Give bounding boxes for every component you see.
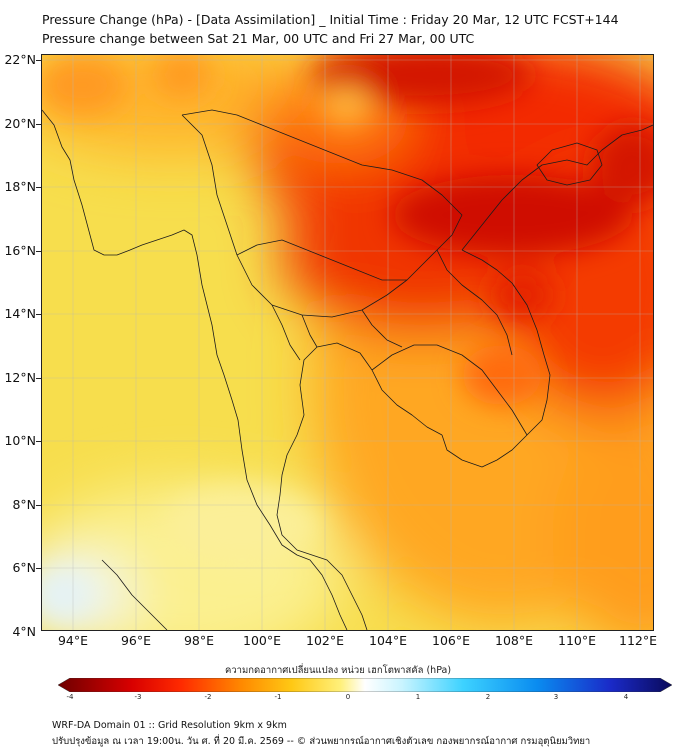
colorbar-tick: 3	[553, 693, 559, 701]
map-title: Pressure Change (hPa) - [Data Assimilati…	[42, 12, 619, 27]
lon-label-96: 96°E	[120, 633, 152, 648]
colorbar-tick: -2	[204, 693, 212, 701]
colorbar-tick: -4	[66, 693, 74, 701]
pressure-change-map	[41, 54, 654, 631]
lat-tick	[36, 505, 41, 506]
lon-label-104: 104°E	[368, 633, 408, 648]
footer-model-info: WRF-DA Domain 01 :: Grid Resolution 9km …	[52, 720, 287, 731]
colorbar-tick: 4	[623, 693, 629, 701]
lon-label-94: 94°E	[57, 633, 89, 648]
colorbar-tick: 1	[415, 693, 421, 701]
colorbar-tick: 0	[345, 693, 351, 701]
colorbar-tick: -1	[274, 693, 282, 701]
lat-label-8: 8°N	[12, 497, 36, 512]
lat-label-18: 18°N	[4, 179, 36, 194]
lat-tick	[36, 60, 41, 61]
map-subtitle: Pressure change between Sat 21 Mar, 00 U…	[42, 31, 475, 46]
lon-label-98: 98°E	[183, 633, 215, 648]
lon-label-102: 102°E	[305, 633, 345, 648]
colorbar-label: ความกดอากาศเปลี่ยนแปลง หน่วย เฮกโตพาสคัล…	[224, 665, 452, 676]
lon-label-108: 108°E	[494, 633, 534, 648]
lat-label-4: 4°N	[12, 624, 36, 639]
lat-label-12: 12°N	[4, 370, 36, 385]
lat-label-22: 22°N	[4, 52, 36, 67]
lon-label-106: 106°E	[431, 633, 471, 648]
lat-tick	[36, 378, 41, 379]
colorbar-tick: 2	[485, 693, 491, 701]
lat-label-14: 14°N	[4, 306, 36, 321]
lon-label-100: 100°E	[242, 633, 282, 648]
footer-credit: ปรับปรุงข้อมูล ณ เวลา 19:00น. วัน ศ. ที่…	[52, 736, 591, 747]
lat-label-10: 10°N	[4, 433, 36, 448]
coastlines-borders	[42, 109, 653, 630]
lat-tick	[36, 187, 41, 188]
pressure-field-detail	[42, 55, 653, 620]
lat-label-16: 16°N	[4, 243, 36, 258]
lat-tick	[36, 124, 41, 125]
colorbar-tick: -3	[134, 693, 142, 701]
lon-label-112: 112°E	[618, 633, 658, 648]
lat-tick	[36, 314, 41, 315]
lat-tick	[36, 251, 41, 252]
lat-tick	[36, 441, 41, 442]
graticule	[42, 55, 653, 630]
lat-label-6: 6°N	[12, 560, 36, 575]
lon-label-110: 110°E	[557, 633, 597, 648]
map-canvas	[42, 55, 653, 630]
colorbar	[58, 678, 672, 692]
lat-label-20: 20°N	[4, 116, 36, 131]
lat-tick	[36, 568, 41, 569]
